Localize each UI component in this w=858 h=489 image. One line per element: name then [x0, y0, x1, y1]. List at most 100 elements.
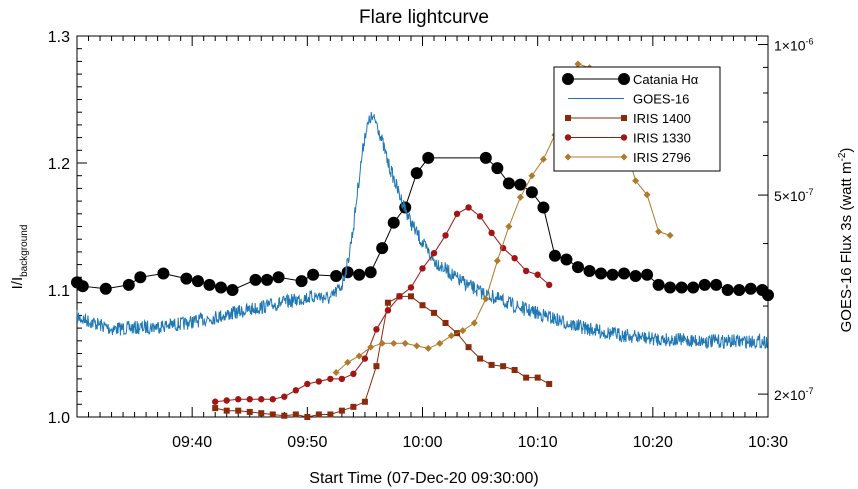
data-point: [223, 397, 230, 404]
data-point: [304, 414, 311, 420]
data-point: [571, 261, 584, 274]
data-point: [534, 271, 541, 278]
data-point: [272, 271, 285, 284]
data-point: [537, 201, 550, 214]
svg-text:I/Ibackground: I/Ibackground: [9, 225, 30, 290]
series-catania-h-: [71, 151, 774, 302]
data-point: [442, 232, 449, 239]
data-point: [643, 191, 651, 199]
legend-item: Catania Hα: [562, 72, 699, 87]
data-point: [652, 278, 665, 291]
data-point: [99, 282, 112, 295]
data-point: [511, 255, 518, 262]
data-point: [226, 284, 239, 296]
data-point: [488, 361, 495, 368]
data-point: [353, 268, 366, 281]
data-point: [431, 309, 438, 316]
data-point: [361, 398, 368, 405]
data-point: [191, 275, 204, 288]
data-point: [675, 281, 688, 294]
y-tick-label: 1.1: [48, 283, 70, 300]
data-point: [390, 339, 398, 347]
y2-axis-label-end: ): [838, 148, 855, 153]
data-point: [687, 281, 700, 294]
data-point: [422, 151, 435, 164]
data-point: [295, 275, 308, 288]
data-point: [384, 307, 392, 314]
data-point: [373, 363, 380, 370]
x-tick-label: 09:40: [172, 434, 212, 451]
data-point: [330, 270, 343, 283]
series-goes-16: [76, 111, 769, 350]
y2-axis-label-sup: -2: [837, 152, 848, 161]
y2-axis-label: GOES-16 Flux 3s (watt m-2): [837, 148, 855, 333]
data-point: [539, 155, 547, 163]
data-point: [249, 273, 262, 286]
legend-marker: [620, 134, 628, 141]
y-axis-label-main: I/I: [9, 277, 26, 290]
data-point: [338, 407, 345, 414]
legend-marker: [562, 73, 574, 85]
data-point: [491, 162, 504, 175]
data-point: [710, 278, 723, 291]
svg-text:GOES-16 Flux 3s (watt m-2): GOES-16 Flux 3s (watt m-2): [837, 148, 855, 333]
y2-axis-label-main: GOES-16 Flux 3s (watt m: [838, 162, 855, 333]
data-point: [212, 398, 219, 405]
data-point: [76, 280, 89, 293]
data-point: [493, 257, 501, 265]
data-point: [606, 268, 619, 281]
data-point: [534, 374, 541, 381]
data-point: [511, 367, 518, 374]
legend-item: IRIS 1330: [564, 131, 691, 146]
data-point: [327, 411, 334, 418]
data-point: [401, 339, 409, 347]
y-axis-label: I/Ibackground: [9, 225, 30, 290]
data-point: [332, 369, 340, 377]
y-tick-label: 1.0: [48, 410, 70, 427]
data-point: [479, 151, 492, 164]
data-point: [258, 410, 265, 417]
data-point: [246, 408, 253, 415]
data-point: [367, 343, 375, 351]
data-point: [459, 327, 467, 335]
legend-marker: [564, 153, 572, 161]
data-point: [387, 216, 400, 229]
data-point: [523, 374, 530, 381]
data-point: [477, 355, 484, 362]
data-point: [430, 249, 438, 257]
data-point: [410, 167, 423, 180]
data-point: [666, 231, 674, 239]
data-point: [214, 281, 227, 294]
data-point: [488, 229, 495, 237]
data-point: [235, 396, 242, 403]
x-axis-label: Start Time (07-Dec-20 09:30:00): [309, 470, 538, 487]
data-point: [595, 267, 608, 280]
goes-line: [76, 111, 769, 350]
data-point: [641, 268, 654, 281]
data-point: [500, 363, 507, 370]
data-point: [525, 186, 538, 199]
data-point: [618, 267, 631, 280]
legend-box: [553, 66, 721, 172]
data-point: [583, 264, 596, 277]
legend-label: Catania Hα: [633, 72, 699, 87]
data-point: [453, 210, 461, 217]
data-point: [447, 332, 455, 340]
data-point: [122, 278, 135, 291]
data-point: [281, 393, 288, 400]
data-point: [546, 380, 553, 387]
chart-title: Flare lightcurve: [359, 7, 489, 28]
data-point: [664, 281, 677, 294]
y2-tick-label: 1×10-6: [774, 37, 814, 54]
series-line: [215, 206, 550, 403]
data-point: [698, 278, 711, 291]
data-point: [350, 403, 357, 410]
legend-label: IRIS 2796: [633, 150, 691, 165]
data-point: [470, 319, 478, 327]
x-tick-label: 10:10: [518, 434, 558, 451]
data-point: [419, 265, 426, 272]
data-point: [327, 375, 334, 383]
data-point: [235, 407, 242, 414]
data-point: [407, 293, 414, 300]
legend-item: GOES-16: [568, 92, 689, 107]
